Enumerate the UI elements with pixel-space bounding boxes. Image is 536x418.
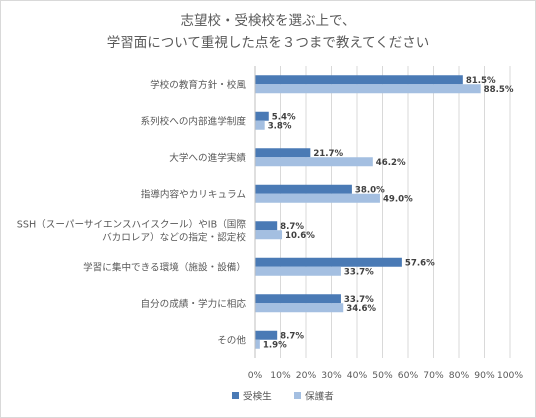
bar-保護者: [255, 303, 344, 313]
bar-保護者: [255, 266, 341, 276]
bar-受検生: [255, 111, 269, 121]
legend-swatch: [232, 392, 239, 399]
bar-保護者: [255, 230, 283, 240]
data-label: 88.5%: [484, 85, 514, 95]
chart-title-line-1: 志望校・受検校を選ぶ上で、: [180, 13, 356, 29]
x-tick-label: 80%: [449, 370, 470, 381]
legend-swatch: [294, 392, 301, 399]
data-label: 3.8%: [268, 121, 292, 131]
data-label: 57.6%: [405, 258, 435, 268]
category-label: 学習に集中できる環境（施設・設備）: [83, 261, 246, 273]
category-label: SSH（スーパーサイエンスハイスクール）やIB（国際: [17, 218, 247, 230]
x-tick-label: 90%: [474, 370, 495, 381]
data-label: 1.9%: [263, 340, 287, 350]
bar-保護者: [255, 84, 481, 94]
bar-受検生: [255, 330, 278, 340]
x-tick-label: 100%: [497, 370, 524, 381]
chart-title-line-2: 学習面について重視した点を３つまで教えてください: [106, 35, 430, 51]
category-label: その他: [217, 334, 246, 346]
data-label: 8.7%: [280, 331, 304, 341]
data-label: 21.7%: [313, 149, 343, 159]
data-label: 34.6%: [346, 304, 376, 314]
category-label: 指導内容やカリキュラム: [141, 188, 246, 200]
bar-保護者: [255, 339, 260, 349]
x-tick-label: 0%: [248, 370, 263, 381]
category-label: 大学への進学実績: [169, 152, 246, 164]
category-label: 系列校への内部進学制度: [140, 115, 246, 127]
bar-保護者: [255, 193, 380, 203]
data-label: 38.0%: [355, 185, 385, 195]
bar-保護者: [255, 157, 373, 167]
x-tick-label: 40%: [347, 370, 368, 381]
bar-受検生: [255, 257, 402, 267]
legend-label: 保護者: [305, 391, 334, 403]
bar-保護者: [255, 120, 265, 130]
bar-受検生: [255, 75, 463, 85]
bar-受検生: [255, 221, 278, 231]
data-label: 49.0%: [383, 194, 413, 204]
data-label: 33.7%: [344, 295, 374, 305]
x-tick-label: 50%: [372, 370, 393, 381]
data-label: 81.5%: [466, 76, 496, 86]
x-tick-label: 30%: [321, 370, 342, 381]
chart-title: 志望校・受検校を選ぶ上で、 学習面について重視した点を３つまで教えてください: [0, 10, 536, 54]
category-label: 学校の教育方針・校風: [150, 79, 246, 91]
data-label: 8.7%: [280, 222, 304, 232]
bar-受検生: [255, 184, 352, 194]
category-label: バカロレア）などの指定・認定校: [102, 231, 246, 243]
bar-受検生: [255, 148, 311, 158]
legend-label: 受検生: [243, 391, 272, 403]
data-label: 46.2%: [376, 158, 406, 168]
x-tick-label: 70%: [423, 370, 444, 381]
bar-受検生: [255, 294, 341, 304]
x-tick-label: 20%: [296, 370, 317, 381]
x-tick-label: 10%: [270, 370, 291, 381]
data-label: 33.7%: [344, 267, 374, 277]
data-label: 10.6%: [285, 231, 315, 241]
category-label: 自分の成績・学力に相応: [140, 298, 246, 310]
x-tick-label: 60%: [398, 370, 419, 381]
data-label: 5.4%: [272, 112, 296, 122]
